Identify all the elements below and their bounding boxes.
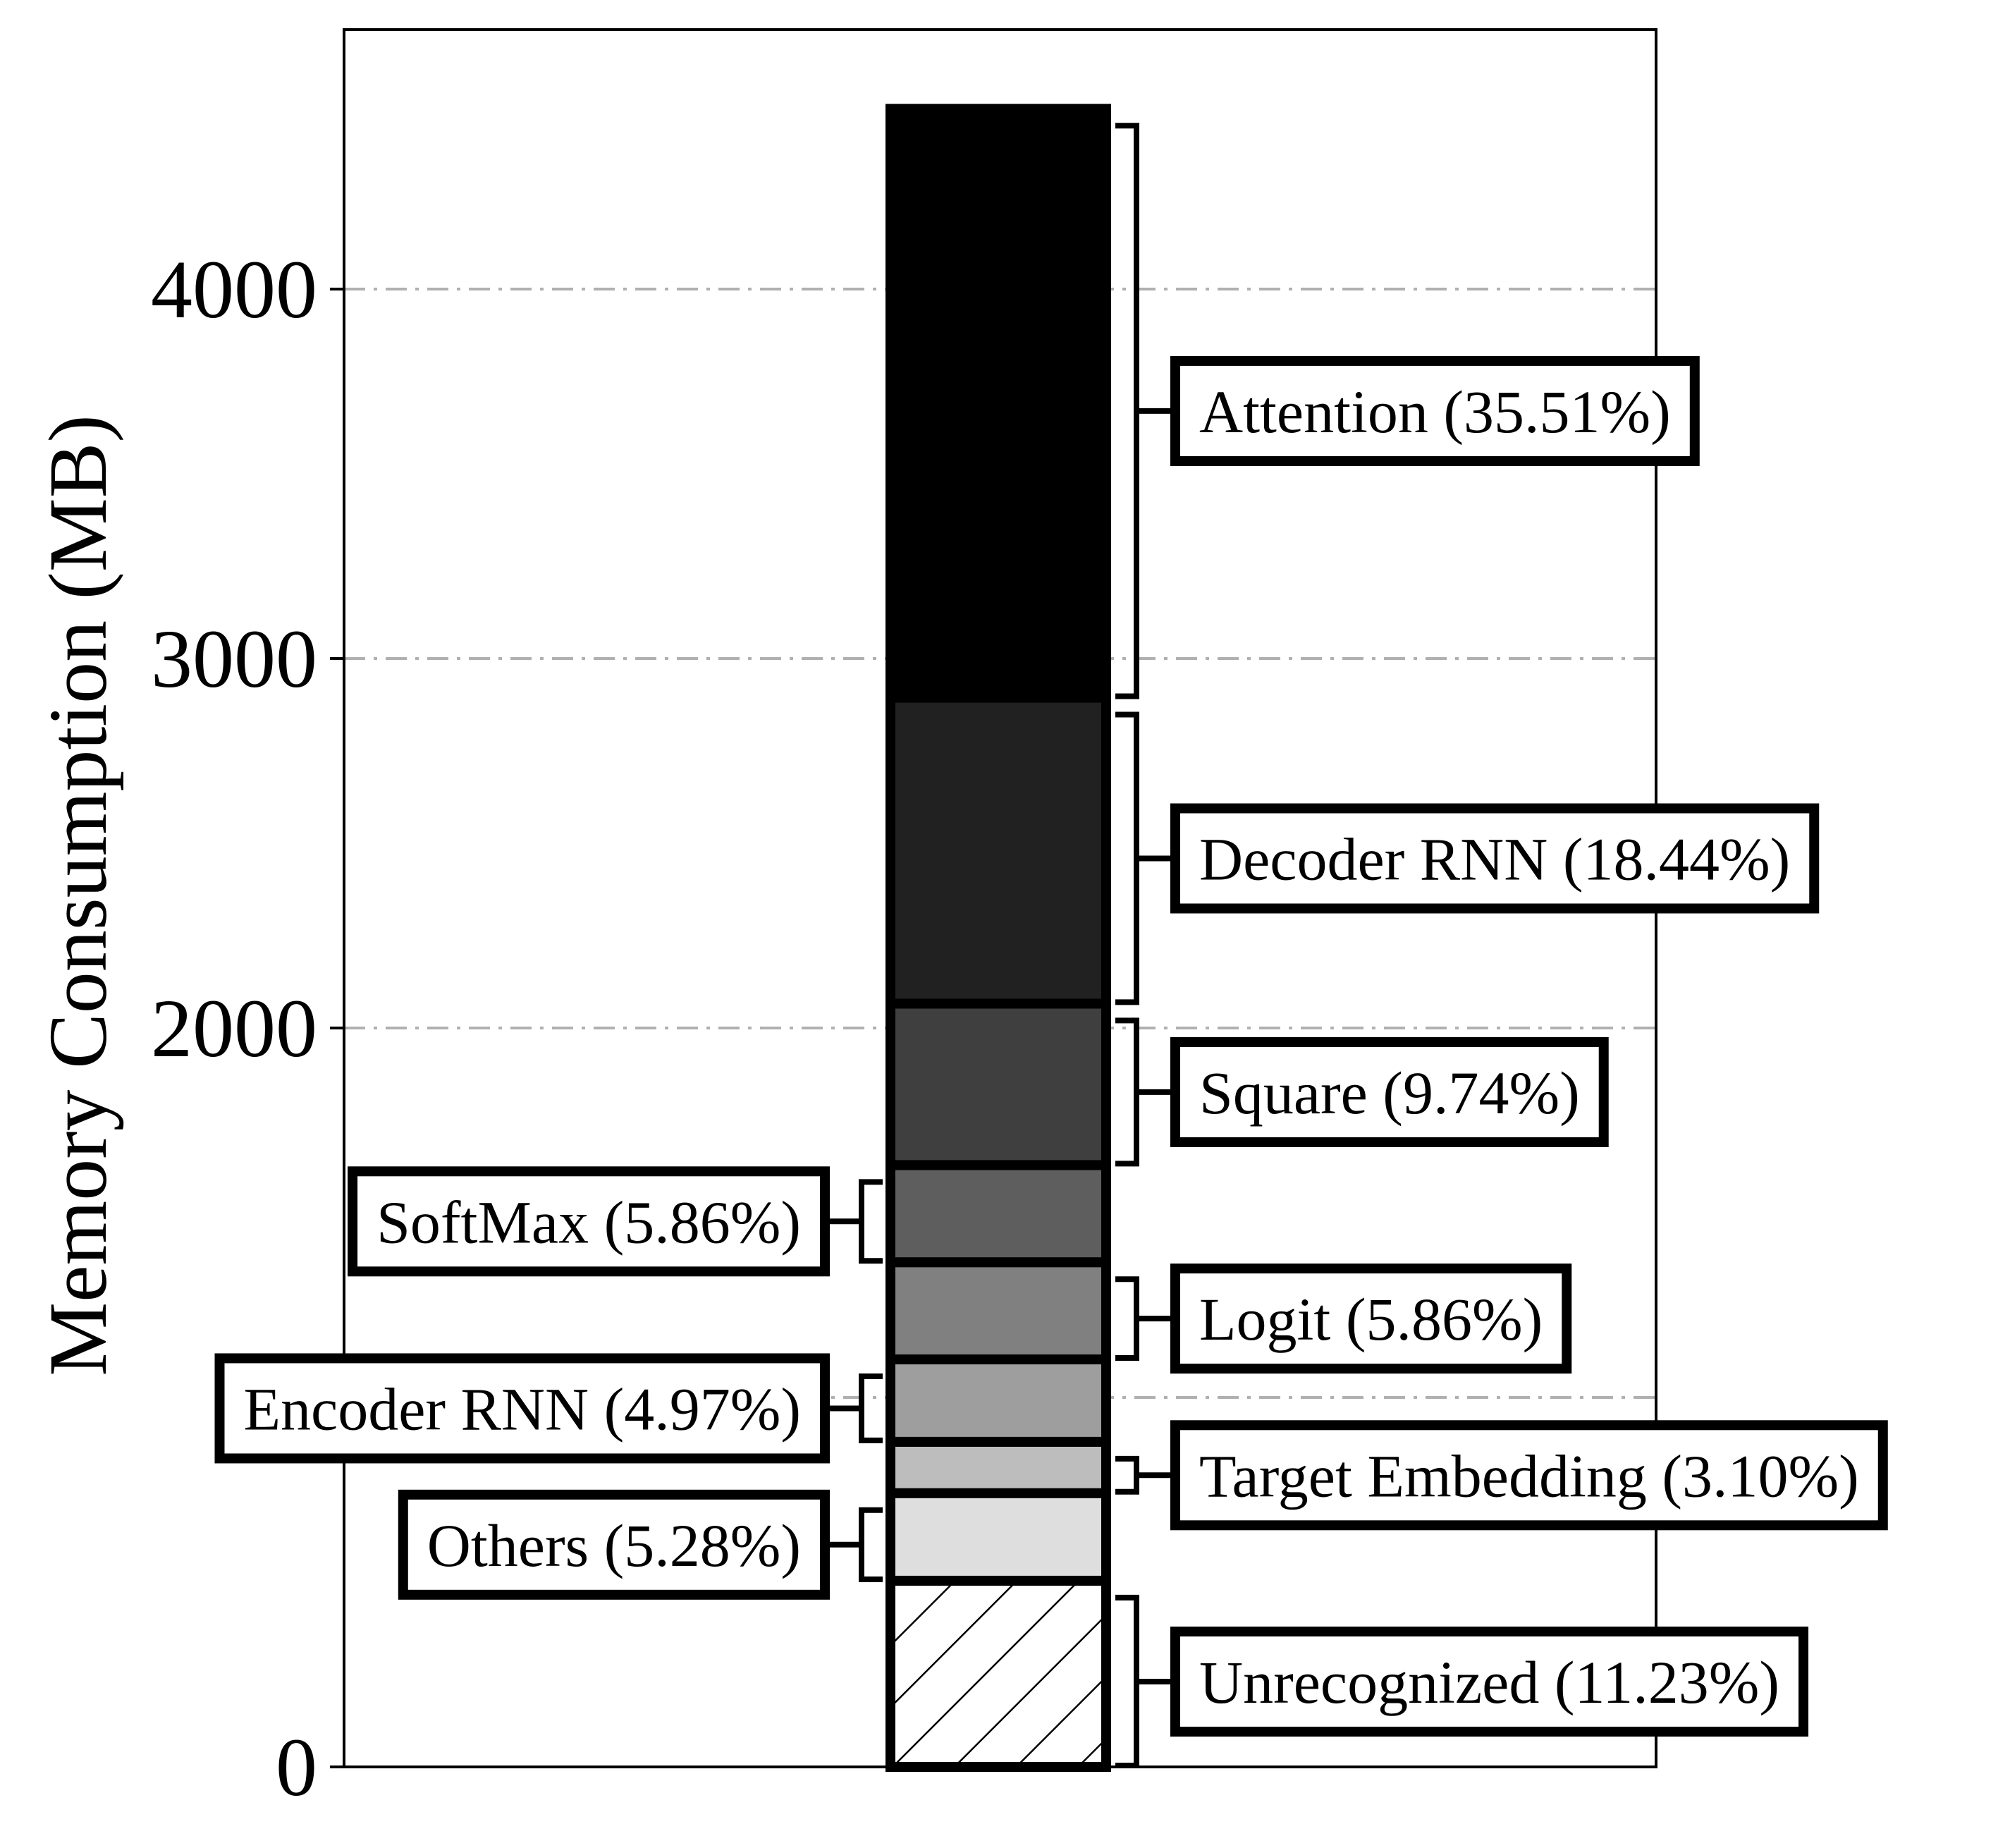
bar-segment <box>885 998 1111 1170</box>
bar-segment <box>885 1160 1111 1268</box>
label-frame <box>1170 803 1820 914</box>
segment-labels: Unrecognized (11.23%) Others (5.28%) Targe… <box>214 123 1888 1768</box>
segment-bracket <box>1115 123 1139 699</box>
segment-bracket <box>1115 1455 1139 1495</box>
segment-label: Square (9.74%) <box>1199 1059 1580 1127</box>
label-frame <box>1170 1036 1609 1147</box>
segment-label: Attention (35.51%) <box>1199 378 1671 446</box>
bar-segment <box>885 692 1111 1009</box>
segment-bracket <box>1115 1017 1139 1167</box>
bar-segment <box>885 104 1111 703</box>
y-tick-label: 0 <box>276 1721 317 1813</box>
segment-label-box: Attention (35.51%) <box>1170 355 1700 466</box>
y-tick-label: 2000 <box>151 982 317 1075</box>
label-frame <box>348 1166 830 1277</box>
y-tick-label: 4000 <box>151 243 317 336</box>
segment-label: Encoder RNN (4.97%) <box>243 1375 801 1443</box>
segment-bracket <box>859 1373 883 1443</box>
segment-label-box: Others (5.28%) <box>398 1489 830 1600</box>
label-frame <box>1170 355 1700 466</box>
segment-label: SoftMax (5.86%) <box>376 1188 801 1256</box>
label-frame <box>1170 1626 1809 1737</box>
segment-label-box: Target Embedding (3.10%) <box>1170 1420 1888 1531</box>
segment-label-box: Encoder RNN (4.97%) <box>214 1353 830 1464</box>
bar-segment <box>885 1436 1111 1498</box>
segment-label-box: SoftMax (5.86%) <box>348 1166 830 1277</box>
segment-bracket <box>1115 1594 1139 1768</box>
segment-label: Unrecognized (11.23%) <box>1199 1648 1779 1716</box>
y-tick-label: 3000 <box>151 613 317 705</box>
segment-bracket <box>1115 711 1139 1005</box>
bar-segment <box>885 1575 1111 1773</box>
segment-bracket <box>859 1507 883 1582</box>
segment-label: Others (5.28%) <box>427 1512 801 1579</box>
y-axis-title: Memory Consumption (MB) <box>32 415 124 1376</box>
segment-label-box: Square (9.74%) <box>1170 1036 1609 1147</box>
segment-label-box: Unrecognized (11.23%) <box>1170 1626 1809 1737</box>
segment-bracket <box>859 1179 883 1264</box>
segment-label: Logit (5.86%) <box>1199 1285 1543 1353</box>
bar-segment <box>885 1354 1111 1447</box>
bar-segment <box>885 1257 1111 1365</box>
segment-label: Target Embedding (3.10%) <box>1199 1442 1859 1510</box>
label-frame <box>1170 1263 1572 1374</box>
label-frame <box>1170 1420 1888 1531</box>
segment-label: Decoder RNN (18.44%) <box>1199 825 1790 893</box>
stacked-bar <box>885 104 1111 1773</box>
segment-label-box: Decoder RNN (18.44%) <box>1170 803 1820 914</box>
label-frame <box>214 1353 830 1464</box>
label-frame <box>398 1489 830 1600</box>
segment-bracket <box>1115 1276 1139 1361</box>
bar-segment <box>885 1488 1111 1586</box>
segment-label-box: Logit (5.86%) <box>1170 1263 1572 1374</box>
